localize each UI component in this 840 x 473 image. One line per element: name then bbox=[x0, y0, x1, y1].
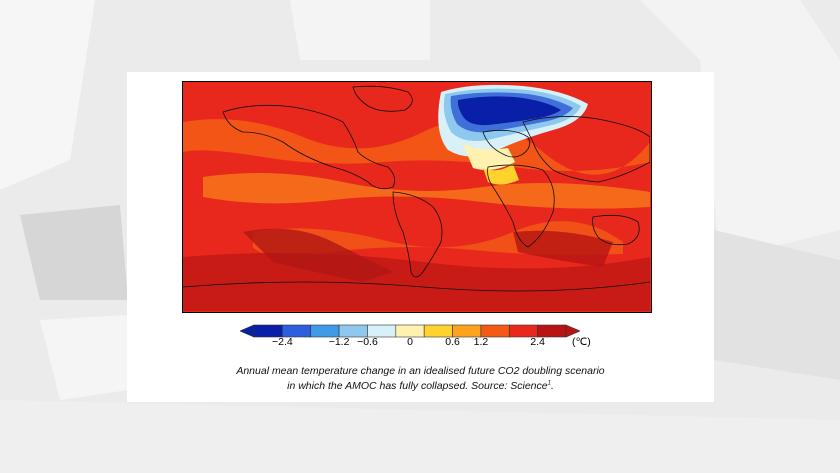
colorbar-tick-label: 2.4 bbox=[530, 336, 545, 348]
temperature-change-map bbox=[182, 81, 652, 313]
colorbar-tick-label: −0.6 bbox=[357, 336, 378, 348]
colorbar-unit-label: (℃) bbox=[572, 336, 591, 348]
colorbar-tick-label: 0 bbox=[407, 336, 413, 348]
caption-line-2-text: in which the AMOC has fully collapsed. S… bbox=[287, 380, 548, 392]
caption-line-2-end: . bbox=[550, 380, 554, 392]
figure-card: −2.4 −1.2 −0.6 0 0.6 1.2 2.4 (℃) Annual mean t… bbox=[127, 72, 714, 402]
colorbar-tick-label: 1.2 bbox=[473, 336, 489, 348]
colorbar-right-arrow bbox=[565, 324, 580, 338]
colorbar-tick-label: −1.2 bbox=[328, 336, 350, 348]
caption-footnote: 1 bbox=[547, 380, 551, 387]
colorbar-tick-label: 0.6 bbox=[445, 336, 460, 348]
colorbar bbox=[240, 324, 580, 338]
world-map-graphic bbox=[183, 82, 650, 311]
colorbar-left-arrow bbox=[240, 324, 255, 338]
caption-line-1: Annual mean temperature change in an ide… bbox=[236, 365, 605, 377]
colorbar-tick-label: −2.4 bbox=[271, 336, 293, 348]
figure-caption: Annual mean temperature change in an ide… bbox=[127, 364, 714, 394]
caption-line-2: in which the AMOC has fully collapsed. S… bbox=[127, 379, 714, 394]
